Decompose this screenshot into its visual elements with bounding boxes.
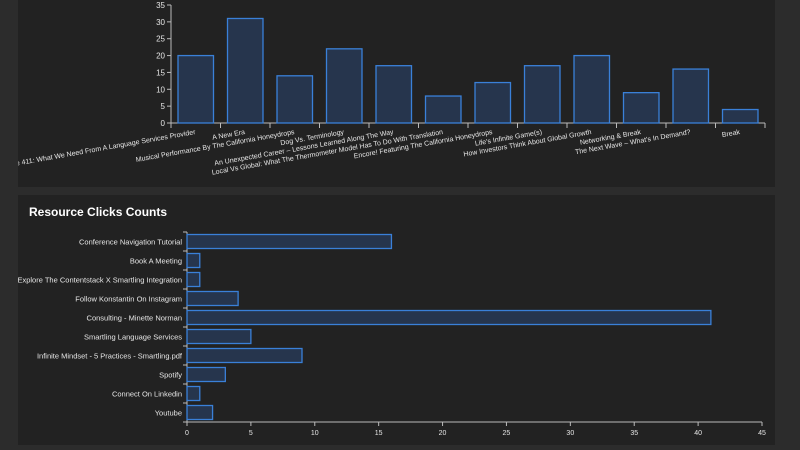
bar xyxy=(186,366,226,383)
y-tick-label: Connect On Linkedin xyxy=(112,390,182,399)
x-tick-label: 40 xyxy=(694,430,702,437)
sessions-chart-card: 0 5 10 15 20 25 30 35 The 411: What We Need From… xyxy=(18,0,775,187)
chart-title: Resource Clicks Counts xyxy=(29,205,168,219)
y-tick-label: Conference Navigation Tutorial xyxy=(79,238,182,247)
x-tick-label: 5 xyxy=(249,430,253,437)
y-tick-label: Explore The Contentstack X Smartling Int… xyxy=(18,276,182,285)
bar xyxy=(186,309,712,326)
resource-clicks-card: Resource Clicks Counts 0 5 10 15 20 25 30 35 40 4… xyxy=(18,195,775,445)
x-tick-label: 15 xyxy=(375,430,383,437)
x-tick-label: 35 xyxy=(630,430,638,437)
bar xyxy=(186,328,252,345)
x-tick-label: 30 xyxy=(566,430,574,437)
x-tick-label: 20 xyxy=(439,430,447,437)
y-tick-label: 20 xyxy=(156,52,165,61)
y-tick-label: Infinite Mindset - 5 Practices - Smartli… xyxy=(37,352,183,361)
y-tick-label: Youtube xyxy=(155,409,182,418)
bar xyxy=(186,252,201,269)
x-tick-label: The 411: What We Need From A Language Se… xyxy=(18,129,197,169)
sessions-bar-chart: 0 5 10 15 20 25 30 35 The 411: What We Need From… xyxy=(18,1,766,177)
x-tick-label: 25 xyxy=(503,430,511,437)
y-tick-label: 25 xyxy=(156,35,165,44)
y-tick-label: 15 xyxy=(156,68,165,77)
bar xyxy=(424,95,462,124)
bar xyxy=(622,92,660,124)
bar xyxy=(721,108,759,124)
bar xyxy=(276,75,314,124)
x-tick-label: 45 xyxy=(758,430,766,437)
y-tick-label: Book A Meeting xyxy=(130,257,182,266)
y-tick-label: 10 xyxy=(156,85,165,94)
y-tick-label: 35 xyxy=(156,1,165,10)
bar xyxy=(474,81,512,124)
bar xyxy=(177,54,215,124)
bar xyxy=(186,233,393,250)
y-tick-label: Spotify xyxy=(159,371,182,380)
bar xyxy=(186,290,239,307)
resource-clicks-bar-chart: 0 5 10 15 20 25 30 35 40 45 Conference Navigation … xyxy=(18,231,766,437)
bar xyxy=(375,65,413,124)
bar xyxy=(186,404,214,421)
bar xyxy=(523,65,561,124)
bar xyxy=(226,17,264,124)
bar xyxy=(186,385,201,402)
x-tick-label: 10 xyxy=(311,430,319,437)
y-tick-label: Consulting - Minette Norman xyxy=(87,314,182,323)
y-tick-label: 0 xyxy=(161,119,166,128)
x-tick-label: 0 xyxy=(185,430,189,437)
bar xyxy=(325,48,363,124)
y-tick-label: Follow Konstantin On Instagram xyxy=(75,295,182,304)
bar xyxy=(186,347,303,364)
x-tick-label: Break xyxy=(721,129,741,139)
y-tick-label: 30 xyxy=(156,18,165,27)
bar xyxy=(573,54,611,124)
bar xyxy=(186,271,201,288)
bar xyxy=(672,68,710,124)
y-tick-label: Smartling Language Services xyxy=(84,333,182,342)
y-tick-label: 5 xyxy=(161,102,166,111)
